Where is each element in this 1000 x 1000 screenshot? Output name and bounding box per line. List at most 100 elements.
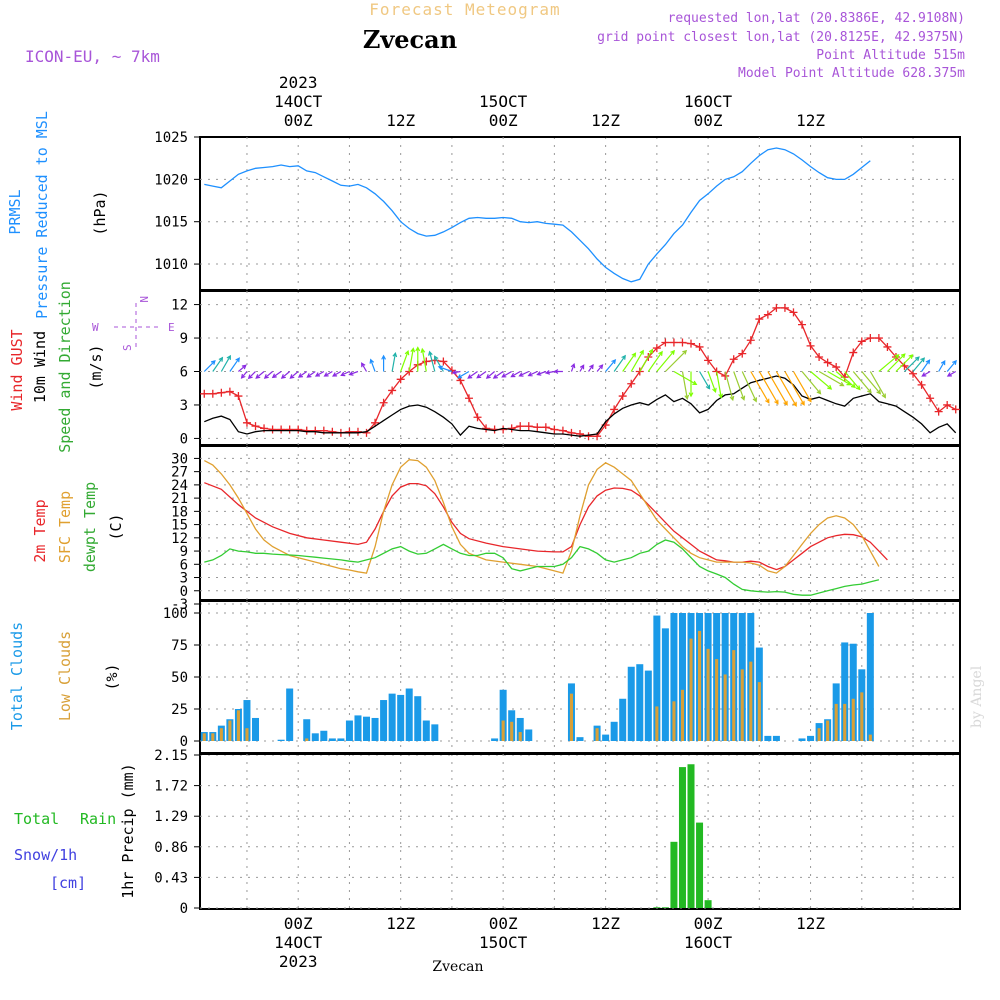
point-altitude: Point Altitude 515m xyxy=(816,48,965,63)
clouds-tick-label: 25 xyxy=(171,702,188,718)
wind-arrow xyxy=(536,370,547,376)
gust-marker xyxy=(669,338,678,347)
bottom-time-label: 2023 xyxy=(279,952,318,971)
wind-arrow xyxy=(588,364,594,372)
gust-marker xyxy=(584,432,593,441)
wind-arrow xyxy=(381,354,387,372)
clouds-label-low: Low Clouds xyxy=(56,631,74,721)
wind-arrow xyxy=(400,350,410,372)
panels: 1025102010151010129630302724211815129630… xyxy=(154,130,961,917)
low-cloud-bar xyxy=(202,733,206,741)
low-cloud-bar xyxy=(826,720,830,741)
rain-bar xyxy=(696,822,704,908)
pressure-label-prmsl: PRMSL xyxy=(6,189,24,234)
precip-label-rain: Rain xyxy=(80,810,116,828)
total-cloud-bar xyxy=(499,689,507,741)
temp-frame xyxy=(199,445,961,601)
gust-marker xyxy=(473,413,482,422)
gust-marker xyxy=(627,379,636,388)
chart-title: Forecast Meteogram xyxy=(369,0,560,19)
wind-gust-line xyxy=(204,307,956,437)
wind-arrow xyxy=(415,346,421,372)
precip-bars xyxy=(653,764,712,908)
total-cloud-bar xyxy=(320,730,328,741)
temp-tick-label: 0 xyxy=(180,584,188,600)
low-cloud-bar xyxy=(843,703,847,741)
wind-label-speed-dir: Speed and Direction xyxy=(56,281,74,453)
wind-arrow xyxy=(750,371,770,404)
low-cloud-bar xyxy=(715,659,719,741)
wind-arrow xyxy=(758,371,779,405)
low-cloud-bar xyxy=(680,689,685,741)
2m-temp-line xyxy=(204,482,888,571)
wind-arrow xyxy=(203,360,216,372)
wind-frame xyxy=(199,290,961,446)
low-cloud-bar xyxy=(817,728,821,741)
top-time-label: 00Z xyxy=(489,111,518,130)
wind-arrow xyxy=(391,351,398,372)
precip-label-snow-unit: [cm] xyxy=(50,874,86,892)
total-cloud-bar xyxy=(414,696,422,741)
gust-marker xyxy=(277,425,286,434)
total-cloud-bar xyxy=(678,613,686,741)
clouds-panel: 100 75 50 25 0 xyxy=(163,600,961,754)
rain-bar xyxy=(670,841,678,908)
gust-marker xyxy=(242,418,251,427)
wind-arrow xyxy=(622,352,637,372)
bottom-time-label: 12Z xyxy=(386,914,415,933)
wind-tick-label: 3 xyxy=(180,398,188,414)
total-cloud-bar xyxy=(670,613,678,741)
gust-marker xyxy=(345,427,354,436)
temp-tick-label: 3 xyxy=(180,571,188,587)
precip-frame xyxy=(199,753,961,910)
total-cloud-bar xyxy=(866,613,874,741)
wind-arrow xyxy=(946,359,957,372)
wind-arrow xyxy=(852,371,872,394)
pressure-panel: 1025 1020 1015 1010 xyxy=(154,130,961,291)
wind-tick-label: 0 xyxy=(180,431,188,447)
wind-arrow xyxy=(579,364,585,372)
pressure-tick-label: 1025 xyxy=(154,130,188,146)
wind-compass: N S W E xyxy=(92,296,175,351)
low-cloud-bar xyxy=(672,701,676,741)
total-cloud-bar xyxy=(252,717,260,741)
low-cloud-bar xyxy=(749,661,753,741)
pressure-tick-label: 1015 xyxy=(154,215,188,231)
wind-arrow xyxy=(810,371,833,390)
gust-marker xyxy=(217,388,226,397)
gust-marker xyxy=(798,320,807,329)
precip-tick-label: 1.72 xyxy=(154,779,188,795)
wind-arrow xyxy=(229,357,240,372)
total-cloud-bar xyxy=(303,719,311,741)
gust-marker xyxy=(208,389,217,398)
wind-arrow xyxy=(733,371,746,401)
wind-arrow xyxy=(767,371,788,406)
pressure-frame xyxy=(199,136,961,291)
prmsl-line xyxy=(204,147,871,283)
model-label: ICON-EU, ~ 7km xyxy=(25,47,160,66)
top-time-label: 12Z xyxy=(591,111,620,130)
wind-arrow xyxy=(492,371,504,379)
wind-arrow xyxy=(255,371,265,379)
gust-marker xyxy=(302,426,311,435)
temp-label-unit: (C) xyxy=(107,513,125,540)
wind-arrow xyxy=(605,359,617,372)
clouds-tick-label: 50 xyxy=(171,670,188,686)
precip-tick-label: 2.15 xyxy=(154,748,188,764)
wind-arrow xyxy=(544,370,555,375)
wind-arrow xyxy=(332,370,342,377)
10m-wind-line xyxy=(204,375,957,437)
cloud-bars xyxy=(200,613,874,741)
low-cloud-bar xyxy=(860,692,864,741)
gust-marker xyxy=(379,398,388,407)
wind-arrow xyxy=(271,371,282,379)
low-cloud-bar xyxy=(595,728,599,741)
dewpt-temp-line xyxy=(204,539,880,596)
wind-arrow xyxy=(323,370,333,377)
total-cloud-bar xyxy=(764,735,772,741)
low-cloud-bar xyxy=(219,728,223,741)
wind-arrow xyxy=(775,371,797,407)
bottom-time-label: 00Z xyxy=(694,914,723,933)
